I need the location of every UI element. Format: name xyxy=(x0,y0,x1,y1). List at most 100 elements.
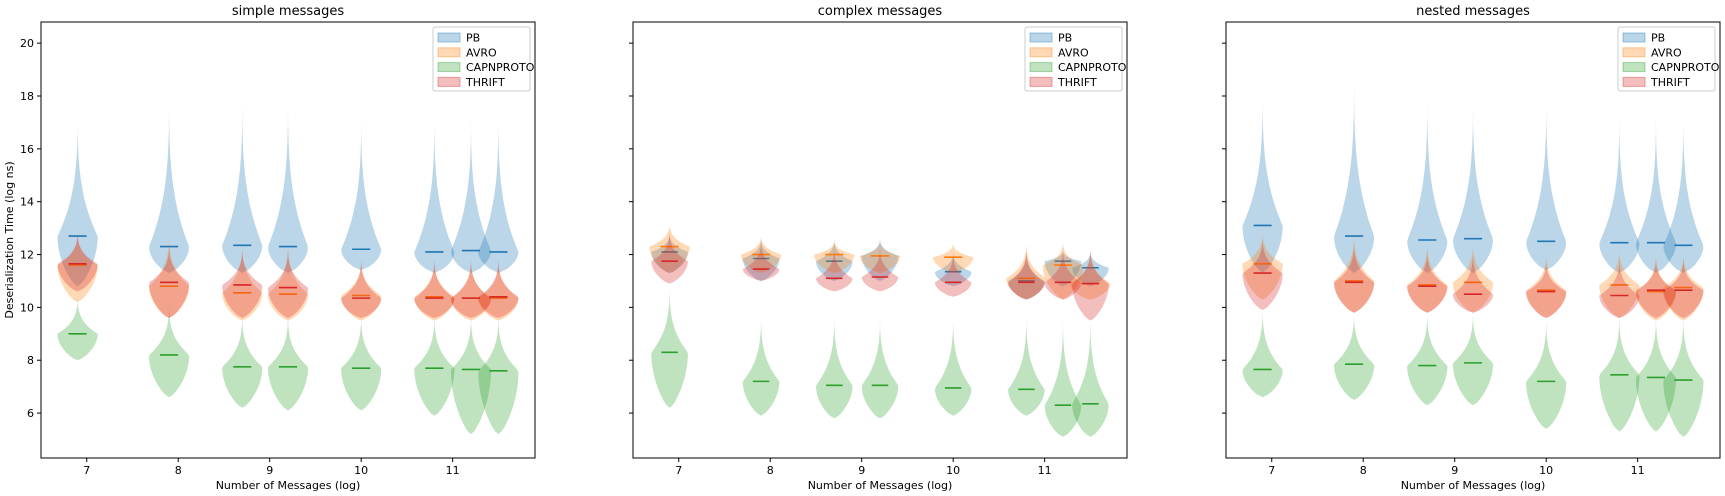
violin-thrift xyxy=(1044,244,1082,300)
violin-pb xyxy=(268,90,308,273)
legend-frame xyxy=(432,26,531,92)
y-tick-label: 10 xyxy=(20,301,34,314)
violin-thrift xyxy=(1407,246,1448,313)
violin-thrift xyxy=(1452,246,1494,313)
x-tick-label: 9 xyxy=(858,464,865,477)
violin-avro xyxy=(1006,238,1047,300)
violin-pb xyxy=(1044,249,1082,287)
panel-1: 7 8 9 10 11 6 8 10 12 14 16 18 20 simple messages Numb… xyxy=(3,4,536,492)
violin-capnproto xyxy=(861,310,899,419)
violin-capnproto xyxy=(651,281,688,408)
series-thrift xyxy=(57,228,519,318)
panel-2: 7 8 9 10 11 complex messages Number of Message… xyxy=(629,4,1128,492)
violin-avro xyxy=(478,254,519,321)
violin-capnproto xyxy=(1526,312,1567,429)
violin-capnproto xyxy=(478,310,519,435)
plot-frame xyxy=(632,21,1128,459)
violin-pb xyxy=(934,249,972,287)
legend-swatch-thrift xyxy=(1029,76,1053,87)
panel-3: 7 8 9 10 11 nested messages Number of Messages… xyxy=(1222,4,1721,492)
legend-swatch-thrift xyxy=(437,76,461,87)
violin-avro xyxy=(341,254,382,321)
legend-label-pb: PB xyxy=(1058,32,1072,45)
violin-thrift xyxy=(1334,238,1375,313)
y-tick-label: 12 xyxy=(20,249,34,262)
x-tick-label: 7 xyxy=(675,464,682,477)
violin-thrift xyxy=(1599,254,1640,318)
legend-label-pb: PB xyxy=(1651,32,1665,45)
legend-label-avro: AVRO xyxy=(466,46,497,59)
violin-avro xyxy=(222,238,263,321)
y-tick-label: 20 xyxy=(20,37,34,50)
series-avro xyxy=(57,228,519,321)
legend-label-thrift: THRIFT xyxy=(1650,76,1690,89)
violin-avro xyxy=(1599,244,1640,318)
x-tick-label: 8 xyxy=(767,464,774,477)
violin-capnproto xyxy=(1072,310,1109,437)
series-capnproto xyxy=(1242,302,1704,437)
x-tick-label: 10 xyxy=(1539,464,1553,477)
violin-pb xyxy=(341,106,382,271)
legend-frame xyxy=(1024,26,1123,92)
violin-pb xyxy=(1526,90,1567,271)
violin-thrift xyxy=(414,254,455,318)
violin-thrift xyxy=(742,238,780,281)
x-tick-label: 10 xyxy=(946,464,960,477)
violin-capnproto xyxy=(341,310,382,411)
x-tick-label: 7 xyxy=(83,464,90,477)
violin-pb xyxy=(1008,249,1045,300)
legend-swatch-pb xyxy=(437,32,461,43)
legend-swatch-avro xyxy=(1029,47,1053,58)
legend-swatch-capnproto xyxy=(437,62,461,73)
series-avro xyxy=(649,220,1111,300)
violin-pb xyxy=(1599,106,1640,273)
violin-capnproto xyxy=(267,310,309,411)
legend-swatch-pb xyxy=(1029,32,1053,43)
violin-capnproto xyxy=(816,310,853,419)
violin-avro xyxy=(1452,238,1494,313)
violin-capnproto xyxy=(1452,307,1494,406)
x-tick-label: 9 xyxy=(266,464,273,477)
x-tick-label: 11 xyxy=(1631,464,1645,477)
x-axis-label: Number of Messages (log) xyxy=(1401,479,1546,492)
violin-avro xyxy=(450,254,492,321)
x-axis-label: Number of Messages (log) xyxy=(216,479,361,492)
y-tick-label: 6 xyxy=(27,407,34,420)
plot-frame xyxy=(40,21,536,459)
violin-capnproto xyxy=(1599,310,1640,432)
x-tick-label: 9 xyxy=(1451,464,1458,477)
series-avro xyxy=(1242,228,1704,321)
chart-title: simple messages xyxy=(232,4,344,19)
violin-avro xyxy=(1042,238,1084,300)
x-tick-label: 11 xyxy=(446,464,460,477)
violin-capnproto xyxy=(934,310,972,416)
legend-swatch-thrift xyxy=(1622,76,1646,87)
violin-avro xyxy=(814,238,855,273)
violin-pb xyxy=(1453,90,1493,273)
plot-frame xyxy=(1225,21,1721,459)
legend-label-thrift: THRIFT xyxy=(1057,76,1097,89)
violin-avro xyxy=(414,254,455,321)
violin-capnproto xyxy=(149,299,190,398)
violin-pb xyxy=(478,106,519,273)
violin-thrift xyxy=(934,249,972,297)
violin-thrift xyxy=(1008,244,1045,300)
violin-avro xyxy=(1663,249,1704,321)
violin-avro xyxy=(268,238,308,321)
violin-pb xyxy=(1242,85,1283,274)
violin-pb xyxy=(57,106,98,287)
violin-thrift xyxy=(149,241,190,318)
violin-capnproto xyxy=(1334,307,1375,400)
violin-capnproto xyxy=(1044,310,1082,437)
violin-thrift xyxy=(1663,254,1704,318)
violin-capnproto xyxy=(1407,307,1448,406)
violin-avro xyxy=(1070,244,1111,300)
violin-thrift xyxy=(816,244,853,292)
y-tick-label: 16 xyxy=(20,143,34,156)
violin-thrift xyxy=(1072,244,1109,321)
legend-label-capnproto: CAPNPROTO xyxy=(1058,61,1127,74)
x-tick-label: 8 xyxy=(1360,464,1367,477)
x-tick-label: 10 xyxy=(354,464,368,477)
